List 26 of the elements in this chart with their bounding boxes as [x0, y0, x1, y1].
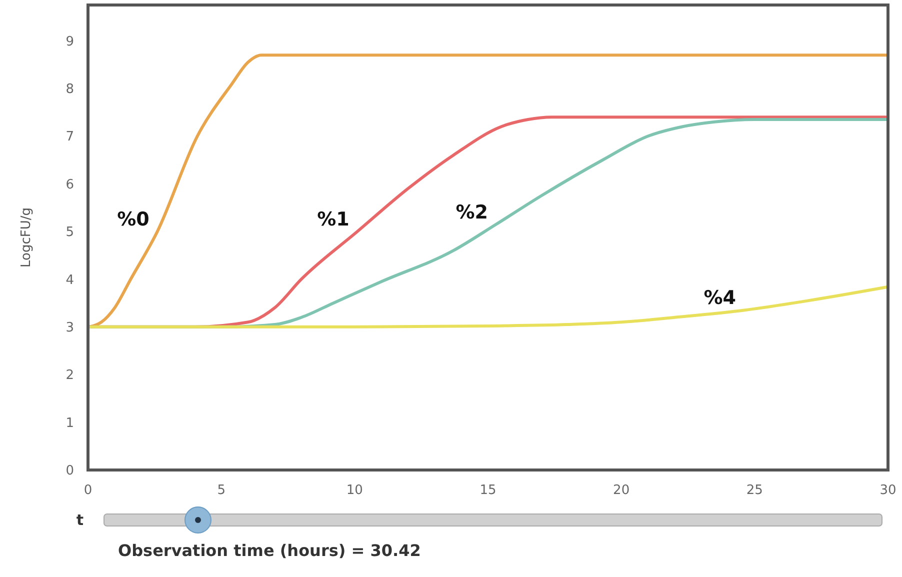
series-label: %4	[704, 287, 736, 310]
series-label: %2	[456, 201, 488, 224]
y-axis-title: LogcFU/g	[19, 208, 34, 268]
y-tick-label: 4	[66, 272, 74, 288]
x-tick-label: 20	[613, 483, 630, 498]
y-tick-label: 5	[66, 225, 74, 240]
y-tick-label: 7	[66, 130, 74, 145]
y-tick-label: 2	[66, 368, 74, 384]
y-tick-label: 0	[66, 464, 74, 479]
text: t	[76, 511, 84, 529]
y-tick-label: 6	[66, 177, 74, 192]
x-tick-label: 10	[346, 483, 363, 498]
y-tick-label: 8	[66, 82, 74, 98]
x-tick-label: 25	[746, 483, 763, 498]
line-series	[86, 54, 890, 328]
y-tick-label: 1	[66, 416, 74, 431]
y-tick-label: 3	[66, 320, 74, 336]
series-label: %0	[117, 208, 150, 231]
x-tick-label: 15	[480, 483, 496, 498]
x-tick-label: 0	[84, 483, 92, 498]
y-tick-label: 9	[66, 34, 74, 50]
text: Observation time (hours) = 30.42	[118, 541, 421, 560]
x-tick-label: 30	[880, 483, 896, 498]
series-label: %1	[317, 208, 350, 231]
x-tick-label: 5	[217, 483, 226, 498]
line-series	[86, 285, 890, 328]
